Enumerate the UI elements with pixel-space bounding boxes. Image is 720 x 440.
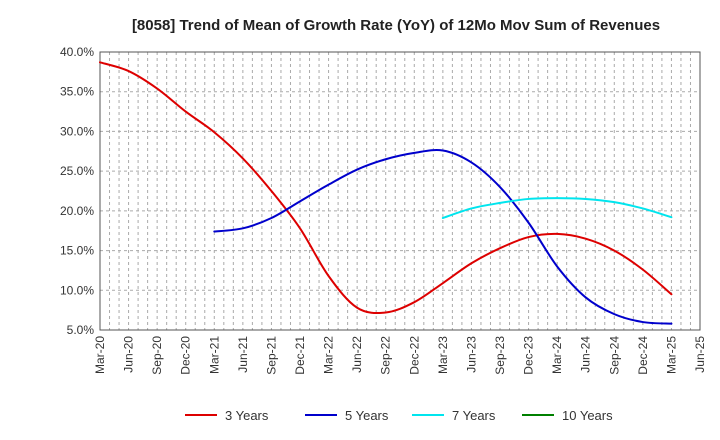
- x-tick-label: Dec-24: [636, 336, 650, 375]
- x-tick-label: Mar-24: [550, 336, 564, 374]
- x-tick-label: Sep-23: [493, 336, 507, 375]
- x-tick-label: Jun-23: [464, 336, 478, 373]
- x-tick-label: Sep-22: [379, 336, 393, 375]
- x-tick-label: Jun-25: [693, 336, 707, 373]
- y-tick-label: 5.0%: [67, 323, 95, 337]
- y-tick-label: 25.0%: [60, 164, 94, 178]
- chart-title: [8058] Trend of Mean of Growth Rate (YoY…: [132, 17, 660, 34]
- x-tick-label: Jun-22: [350, 336, 364, 373]
- x-tick-label: Mar-23: [436, 336, 450, 374]
- series-line-7-years: [441, 197, 673, 220]
- legend-label: 3 Years: [225, 408, 269, 423]
- x-tick-label: Mar-21: [207, 336, 221, 374]
- x-tick-label: Jun-24: [579, 336, 593, 373]
- x-tick-label: Jun-21: [236, 336, 250, 373]
- y-tick-label: 15.0%: [60, 244, 94, 258]
- y-tick-label: 35.0%: [60, 85, 94, 99]
- x-tick-label: Dec-23: [522, 336, 536, 375]
- y-tick-label: 20.0%: [60, 204, 94, 218]
- x-tick-label: Dec-21: [293, 336, 307, 375]
- axes: 5.0% 10.0% 15.0% 20.0% 25.0% 30.0% 35.0% 40.0% M…: [60, 45, 707, 375]
- series-lines: [99, 61, 673, 325]
- y-tick-label: 40.0%: [60, 45, 94, 59]
- legend-label: 7 Years: [452, 408, 496, 423]
- x-tick-label: Sep-20: [150, 336, 164, 375]
- series-line-3-years: [99, 61, 673, 315]
- series-line-5-years: [213, 148, 673, 325]
- y-tick-label: 10.0%: [60, 283, 94, 297]
- x-tick-label: Mar-20: [93, 336, 107, 374]
- legend-label: 10 Years: [562, 408, 613, 423]
- plot-area: [100, 52, 700, 330]
- x-tick-label: Sep-21: [264, 336, 278, 375]
- x-tick-label: Dec-22: [407, 336, 421, 375]
- x-tick-label: Mar-22: [322, 336, 336, 374]
- x-tick-label: Sep-24: [607, 336, 621, 375]
- grid: [99, 51, 701, 331]
- y-tick-label: 30.0%: [60, 124, 94, 138]
- x-tick-label: Jun-20: [122, 336, 136, 373]
- x-tick-label: Mar-25: [664, 336, 678, 374]
- legend: 3 Years 5 Years 7 Years 10 Years: [185, 408, 613, 423]
- legend-label: 5 Years: [345, 408, 389, 423]
- x-tick-label: Dec-20: [179, 336, 193, 375]
- plot-border: [99, 51, 701, 331]
